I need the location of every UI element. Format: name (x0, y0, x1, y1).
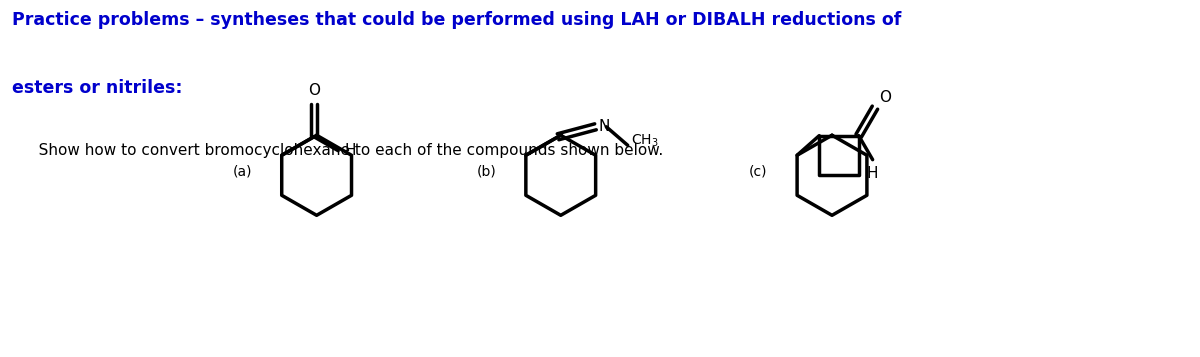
Text: (a): (a) (233, 165, 253, 178)
Text: H: H (344, 143, 356, 158)
Text: Practice problems – syntheses that could be performed using LAH or DIBALH reduct: Practice problems – syntheses that could… (12, 11, 901, 29)
Text: H: H (866, 166, 878, 181)
Text: (b): (b) (478, 165, 497, 178)
Text: (c): (c) (749, 165, 768, 178)
Text: Show how to convert bromocyclohexane to each of the compounds shown below.: Show how to convert bromocyclohexane to … (24, 143, 664, 158)
Text: esters or nitriles:: esters or nitriles: (12, 79, 182, 96)
Text: N: N (599, 119, 610, 134)
Text: CH$_3$: CH$_3$ (631, 132, 659, 149)
Text: O: O (878, 90, 890, 105)
Text: O: O (308, 83, 320, 98)
